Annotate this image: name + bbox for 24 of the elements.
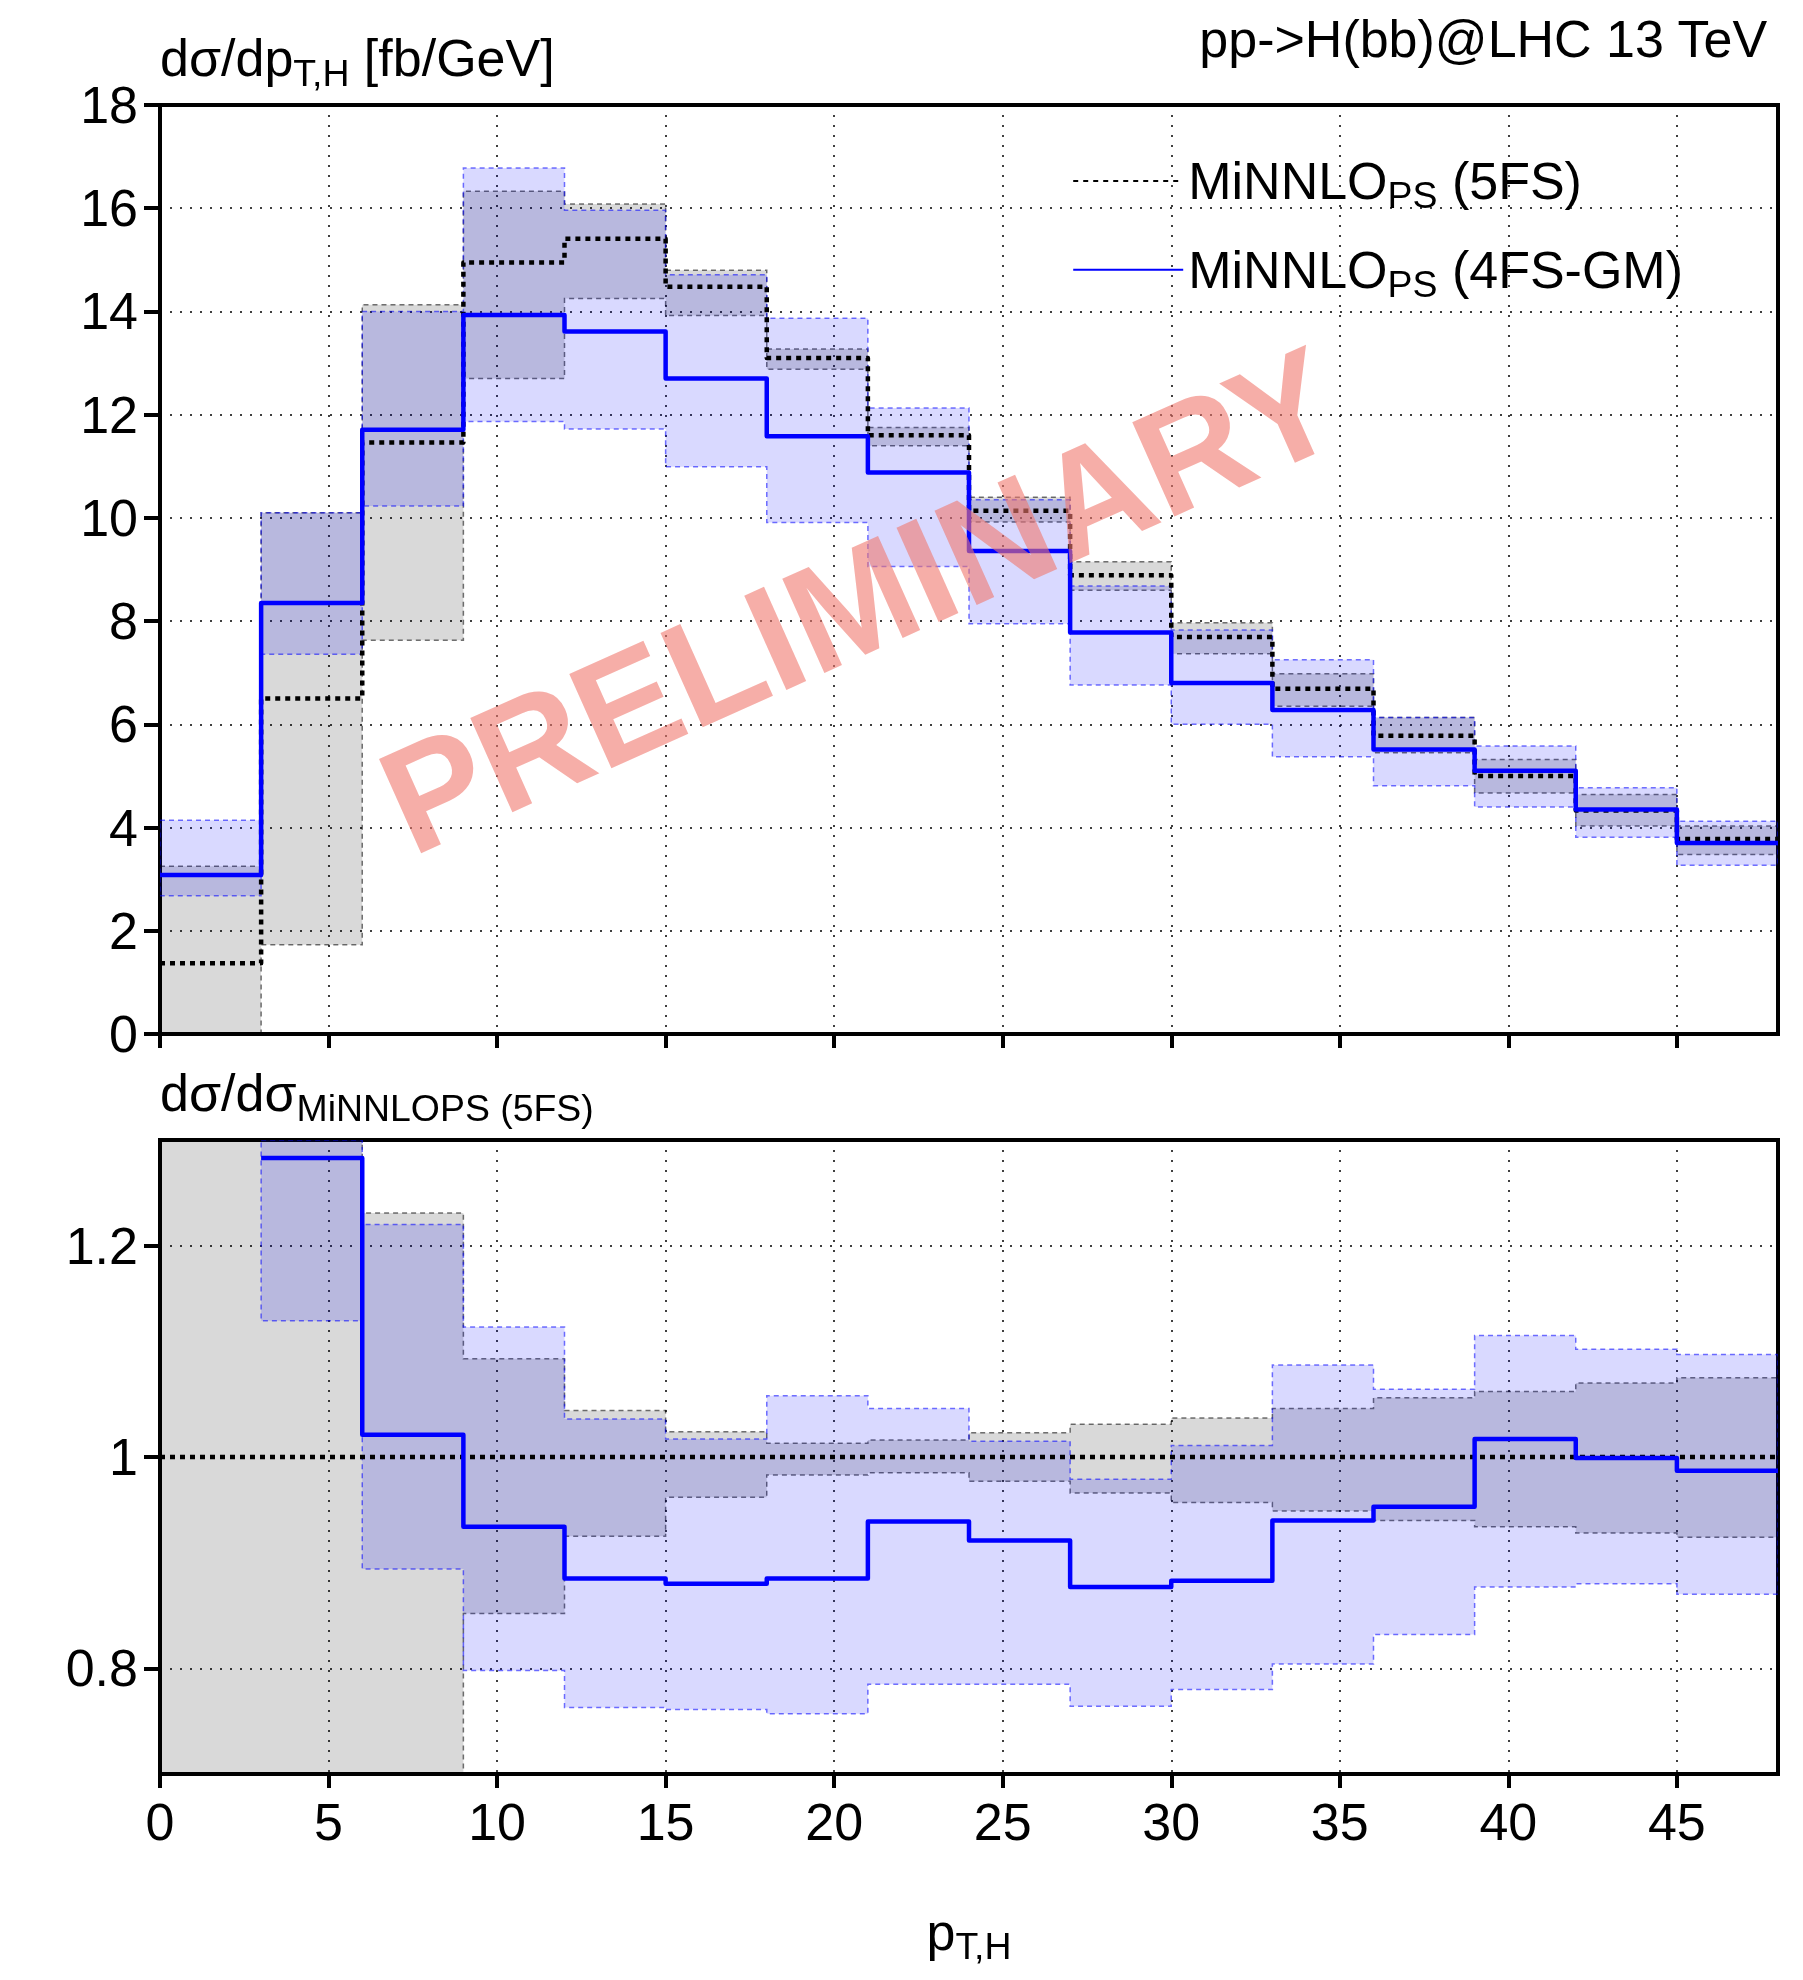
x-tick-label: 10 — [468, 1793, 527, 1851]
x-tick-label: 5 — [314, 1793, 343, 1851]
y-tick-label: 4 — [109, 798, 138, 857]
x-tick-label: 35 — [1310, 1793, 1369, 1851]
x-tick-label: 25 — [973, 1793, 1032, 1851]
y-tick-label: 8 — [109, 592, 138, 651]
y-tick-label: 1 — [109, 1428, 138, 1486]
y-tick-label: 2 — [109, 901, 138, 960]
x-tick-label: 0 — [145, 1793, 175, 1851]
y-tick-label: 0 — [109, 1005, 138, 1063]
y-tick-label: 18 — [80, 76, 138, 134]
y-tick-label: 10 — [80, 488, 138, 547]
y-tick-label: 6 — [109, 695, 138, 754]
y-tick-label: 0.8 — [65, 1639, 138, 1698]
y-tick-label: 1.2 — [65, 1216, 138, 1275]
y-tick-label: 14 — [80, 282, 138, 341]
y-tick-label: 16 — [80, 179, 138, 238]
x-tick-label: 15 — [636, 1793, 695, 1851]
chart-title: pp->H(bb)@LHC 13 TeV — [1199, 10, 1768, 68]
y-tick-label: 12 — [80, 385, 138, 444]
x-tick-label: 45 — [1647, 1793, 1706, 1851]
x-tick-label: 40 — [1479, 1793, 1538, 1851]
x-tick-label: 30 — [1142, 1793, 1201, 1851]
x-tick-label: 20 — [805, 1793, 864, 1851]
